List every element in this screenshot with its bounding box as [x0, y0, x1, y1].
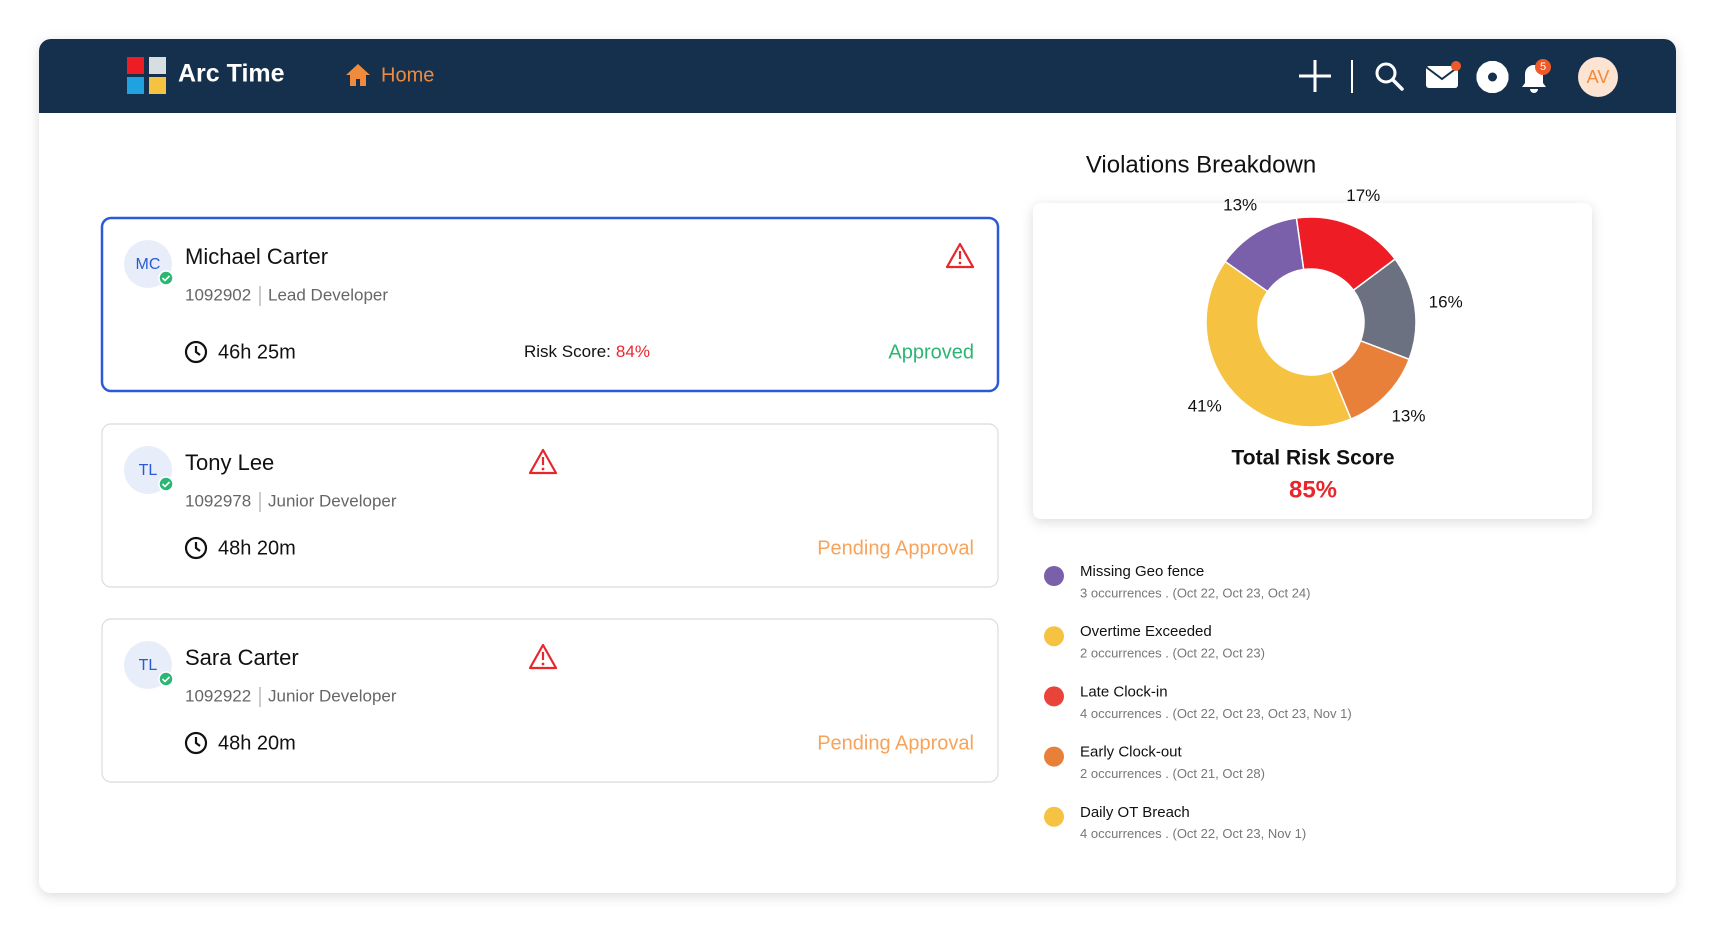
- settings-icon[interactable]: [1476, 61, 1509, 93]
- employee-card[interactable]: [100, 216, 1000, 393]
- mail-icon[interactable]: [1426, 66, 1458, 88]
- logo-tile: [149, 77, 166, 94]
- employee-initials: MC: [136, 256, 161, 273]
- violation-dot: [1044, 566, 1064, 586]
- warning-dot: [541, 662, 545, 666]
- violation-detail: 2 occurrences . (Oct 21, Oct 28): [1080, 766, 1265, 781]
- logged-hours: 46h 25m: [218, 341, 296, 363]
- slice-label: 13%: [1391, 406, 1425, 425]
- verified-check: [161, 676, 171, 683]
- employee-card[interactable]: [101, 618, 999, 783]
- employee-card[interactable]: [101, 423, 999, 588]
- logged-hours: 48h 20m: [218, 537, 296, 559]
- risk-value: 84%: [616, 342, 650, 361]
- notification-badge: [1535, 59, 1551, 75]
- violation-detail: 2 occurrences . (Oct 22, Oct 23): [1080, 646, 1265, 661]
- verified-badge: [158, 476, 174, 492]
- violation-dot: [1044, 626, 1064, 647]
- employee-role: Junior Developer: [268, 686, 397, 705]
- gear-hole: [1488, 72, 1497, 82]
- donut-slice: [1205, 260, 1352, 428]
- violation-detail: 4 occurrences . (Oct 22, Oct 23, Nov 1): [1080, 826, 1306, 841]
- verified-check: [161, 275, 171, 282]
- risk-label: Risk Score:: [524, 342, 611, 361]
- employee-name: Sara Carter: [185, 645, 299, 670]
- add-icon[interactable]: [1299, 60, 1331, 92]
- logo-tile: [149, 57, 166, 74]
- employee-initials: TL: [139, 657, 158, 674]
- employee-role: Junior Developer: [268, 491, 397, 510]
- search-lens: [1375, 62, 1397, 84]
- warning-dot: [958, 261, 962, 265]
- clock-hands: [194, 542, 201, 552]
- search-handle: [1391, 78, 1404, 91]
- approval-status: Pending Approval: [817, 537, 974, 559]
- employee-id: 1092902: [185, 285, 251, 304]
- chart-card: [1033, 203, 1592, 519]
- mail-dot: [1451, 61, 1461, 71]
- warning-icon: [528, 643, 558, 670]
- violation-title: Late Clock-in: [1080, 683, 1168, 700]
- slice-label: 13%: [1223, 195, 1257, 214]
- approval-status: Approved: [888, 341, 974, 363]
- home-icon[interactable]: [346, 64, 370, 86]
- logged-hours: 48h 20m: [218, 732, 296, 754]
- warning-icon: [945, 242, 975, 269]
- clock-hands: [194, 346, 201, 356]
- logo-tile: [127, 77, 144, 94]
- employee-initials: TL: [139, 462, 158, 479]
- violation-title: Overtime Exceeded: [1080, 623, 1212, 640]
- clock-icon: [184, 731, 208, 755]
- logo-tile: [127, 57, 144, 74]
- warning-dot: [541, 467, 545, 471]
- slice-label: 41%: [1188, 396, 1222, 415]
- violation-detail: 4 occurrences . (Oct 22, Oct 23, Oct 23,…: [1080, 706, 1352, 721]
- notification-count: 5: [1540, 61, 1546, 73]
- approval-status: Pending Approval: [817, 732, 974, 754]
- mail-flap: [1425, 66, 1459, 81]
- employee-role: Lead Developer: [268, 285, 388, 304]
- violation-detail: 3 occurrences . (Oct 22, Oct 23, Oct 24): [1080, 585, 1310, 600]
- clock-hands: [194, 737, 201, 747]
- user-avatar[interactable]: [1578, 57, 1618, 97]
- risk-score: Risk Score: 84%: [524, 342, 650, 361]
- app-name: Arc Time: [178, 60, 285, 88]
- employee-id: 1092978: [185, 491, 251, 510]
- user-initials: AV: [1587, 67, 1610, 87]
- verified-badge: [158, 270, 174, 286]
- violation-dot: [1044, 746, 1064, 767]
- employee-name: Michael Carter: [185, 244, 328, 269]
- slice-label: 16%: [1429, 293, 1463, 312]
- verified-check: [161, 481, 171, 488]
- clock-icon: [184, 340, 208, 364]
- nav-bar: [39, 39, 1676, 113]
- violation-title: Missing Geo fence: [1080, 563, 1204, 580]
- total-risk-label: Total Risk Score: [1232, 447, 1395, 470]
- slice-label: 17%: [1346, 186, 1380, 205]
- chart-title: Violations Breakdown: [1086, 151, 1316, 178]
- clock-icon: [184, 536, 208, 560]
- violation-title: Daily OT Breach: [1080, 804, 1190, 821]
- employee-id: 1092922: [185, 686, 251, 705]
- violation-dot: [1044, 686, 1064, 707]
- search-icon[interactable]: [1375, 62, 1404, 91]
- total-risk-value: 85%: [1289, 476, 1337, 503]
- warning-icon: [528, 448, 558, 475]
- violation-dot: [1044, 806, 1064, 827]
- donut-slice: [1224, 217, 1305, 293]
- employee-name: Tony Lee: [185, 450, 274, 475]
- violation-title: Early Clock-out: [1080, 744, 1183, 761]
- nav-home[interactable]: Home: [381, 64, 434, 86]
- verified-badge: [158, 671, 174, 687]
